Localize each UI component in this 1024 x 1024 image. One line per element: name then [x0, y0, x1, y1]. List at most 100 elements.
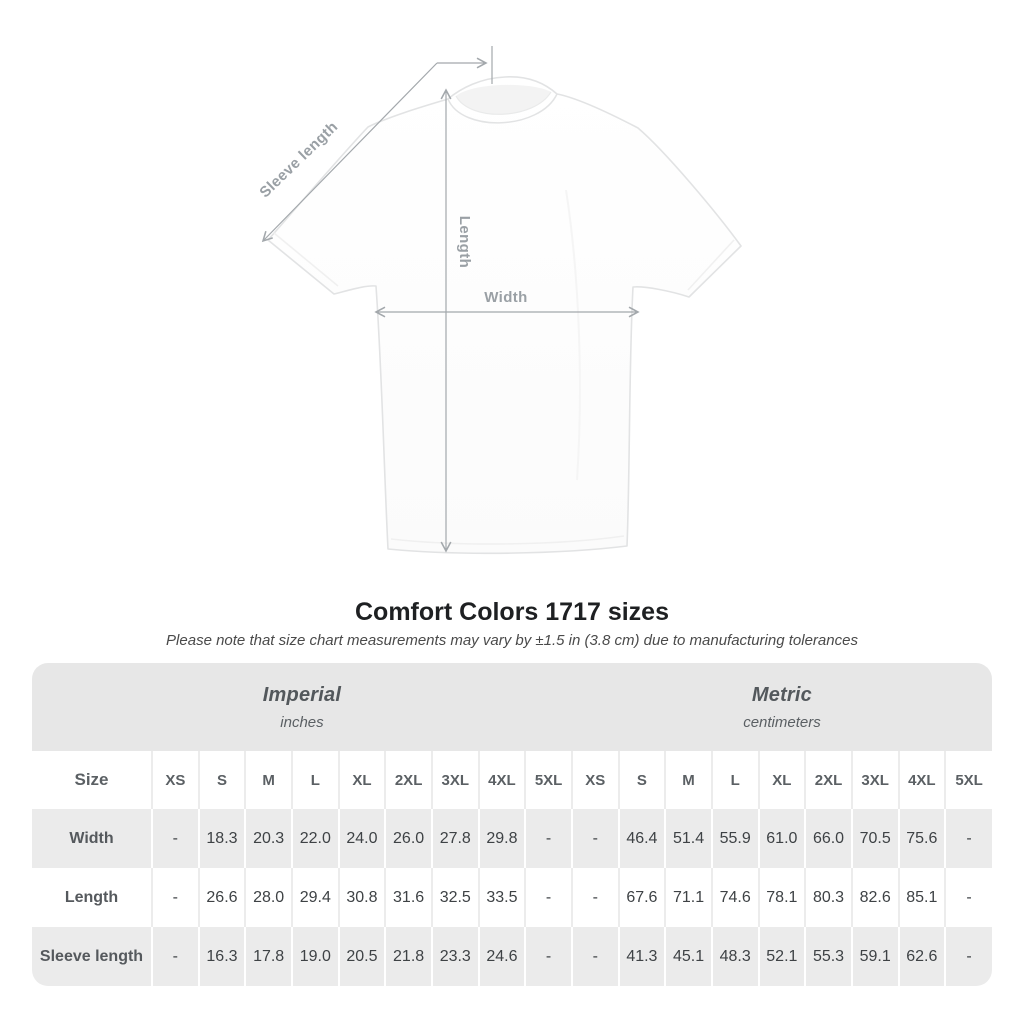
value-cell: 33.5 [477, 868, 526, 927]
value-cell: 27.8 [430, 809, 479, 868]
left-sleeve-hem-seam [273, 232, 339, 287]
table-row-sleeve-length: Sleeve length -16.3 17.8 19.0 20.5 21.8 23.3 24… [32, 927, 992, 986]
right-sleeve-hem-seam [687, 239, 735, 291]
shirt-body-shape [267, 76, 742, 555]
value-cell: 82.6 [850, 868, 899, 927]
size-col-metric-4xl: 4XL [897, 751, 946, 809]
imperial-label: Imperial [262, 683, 342, 706]
value-cell: - [944, 927, 992, 986]
size-col-imperial-xl: XL [337, 751, 386, 809]
value-cell: - [944, 868, 992, 927]
value-cell: 46.4 [617, 809, 666, 868]
value-cell: 67.6 [617, 868, 666, 927]
row-label-cell: Length [32, 868, 152, 927]
value-cell: 78.1 [757, 868, 806, 927]
size-col-imperial-3xl: 3XL [430, 751, 479, 809]
value-cell: - [944, 809, 992, 868]
table-row-length: Length -26.6 28.0 29.4 30.8 31.6 32.5 33.5- -67.… [32, 868, 992, 927]
unit-group-header-row: Imperial inches Metric centimeters [32, 663, 992, 751]
size-col-metric-5xl: 5XL [944, 751, 992, 809]
value-cell: - [524, 868, 572, 927]
collar-outer-seam [447, 93, 558, 124]
measurement-rows: Width -18.3 20.3 22.0 24.0 26.0 27.8 29.8- -46.4… [32, 809, 992, 986]
bottom-hem-seam [390, 535, 625, 545]
size-col-imperial-s: S [197, 751, 246, 809]
sleeve-length-arrow [261, 46, 493, 243]
value-cell: 20.5 [337, 927, 386, 986]
value-cell: 26.6 [197, 868, 246, 927]
value-cell: 80.3 [804, 868, 852, 927]
tolerance-note: Please note that size chart measurements… [166, 632, 858, 649]
size-col-metric-2xl: 2XL [804, 751, 852, 809]
value-cell: - [151, 809, 199, 868]
value-cell: 16.3 [197, 927, 246, 986]
fabric-fold [565, 189, 581, 481]
value-cell: - [524, 927, 572, 986]
value-cell: 23.3 [430, 927, 479, 986]
value-cell: 29.4 [290, 868, 339, 927]
value-cell: 28.0 [244, 868, 292, 927]
value-cell: 55.3 [804, 927, 852, 986]
value-cell: 18.3 [197, 809, 246, 868]
value-cell: 17.8 [244, 927, 292, 986]
row-label-cell: Width [32, 809, 152, 868]
value-cell: - [570, 927, 619, 986]
metric-group-header: Metric centimeters [571, 663, 992, 751]
value-cell: 55.9 [710, 809, 759, 868]
value-cell: 31.6 [384, 868, 432, 927]
value-cell: 24.6 [477, 927, 526, 986]
size-col-metric-xl: XL [757, 751, 806, 809]
value-cell: 70.5 [850, 809, 899, 868]
value-cell: 41.3 [617, 927, 666, 986]
value-cell: 62.6 [897, 927, 946, 986]
size-chart-table-container: Imperial inches Metric centimeters Size X… [32, 663, 992, 986]
size-col-imperial-l: L [290, 751, 339, 809]
size-col-metric-3xl: 3XL [850, 751, 899, 809]
length-label: Length [456, 216, 473, 268]
value-cell: 66.0 [804, 809, 852, 868]
value-cell: 24.0 [337, 809, 386, 868]
size-col-imperial-m: M [244, 751, 292, 809]
value-cell: 85.1 [897, 868, 946, 927]
value-cell: 71.1 [664, 868, 712, 927]
size-col-metric-l: L [710, 751, 759, 809]
value-cell: 21.8 [384, 927, 432, 986]
value-cell: 30.8 [337, 868, 386, 927]
width-label: Width [484, 289, 528, 306]
size-col-metric-m: M [664, 751, 712, 809]
size-col-imperial-xs: XS [151, 751, 199, 809]
metric-label: Metric [751, 683, 812, 706]
collar-inner-seam [455, 91, 552, 115]
value-cell: - [151, 868, 199, 927]
t-shirt-illustration: Sleeve length Length Width [256, 46, 742, 555]
value-cell: 59.1 [850, 927, 899, 986]
value-cell: 29.8 [477, 809, 526, 868]
value-cell: 52.1 [757, 927, 806, 986]
value-cell: 48.3 [710, 927, 759, 986]
collar-inside-shape [456, 84, 551, 115]
value-cell: 26.0 [384, 809, 432, 868]
row-label-cell: Sleeve length [32, 927, 152, 986]
value-cell: - [570, 809, 619, 868]
size-col-imperial-2xl: 2XL [384, 751, 432, 809]
value-cell: 19.0 [290, 927, 339, 986]
value-cell: - [570, 868, 619, 927]
value-cell: 22.0 [290, 809, 339, 868]
page-title: Comfort Colors 1717 sizes [355, 598, 669, 626]
value-cell: - [524, 809, 572, 868]
size-header-row: Size XS S M L XL 2XL 3XL 4XL 5XL XS S M L XL 2XL 3XL 4XL 5… [32, 751, 992, 809]
imperial-group-header: Imperial inches [32, 663, 572, 751]
size-col-metric-s: S [617, 751, 666, 809]
tshirt-measurement-diagram: Sleeve length Length Width [256, 46, 742, 555]
value-cell: 20.3 [244, 809, 292, 868]
value-cell: 61.0 [757, 809, 806, 868]
value-cell: 45.1 [664, 927, 712, 986]
value-cell: 32.5 [430, 868, 479, 927]
value-cell: 51.4 [664, 809, 712, 868]
imperial-unit-label: inches [280, 713, 324, 731]
value-cell: 75.6 [897, 809, 946, 868]
size-col-metric-xs: XS [570, 751, 619, 809]
value-cell: - [151, 927, 199, 986]
size-column-header: Size [32, 751, 152, 809]
table-row-width: Width -18.3 20.3 22.0 24.0 26.0 27.8 29.8- -46.4… [32, 809, 992, 868]
